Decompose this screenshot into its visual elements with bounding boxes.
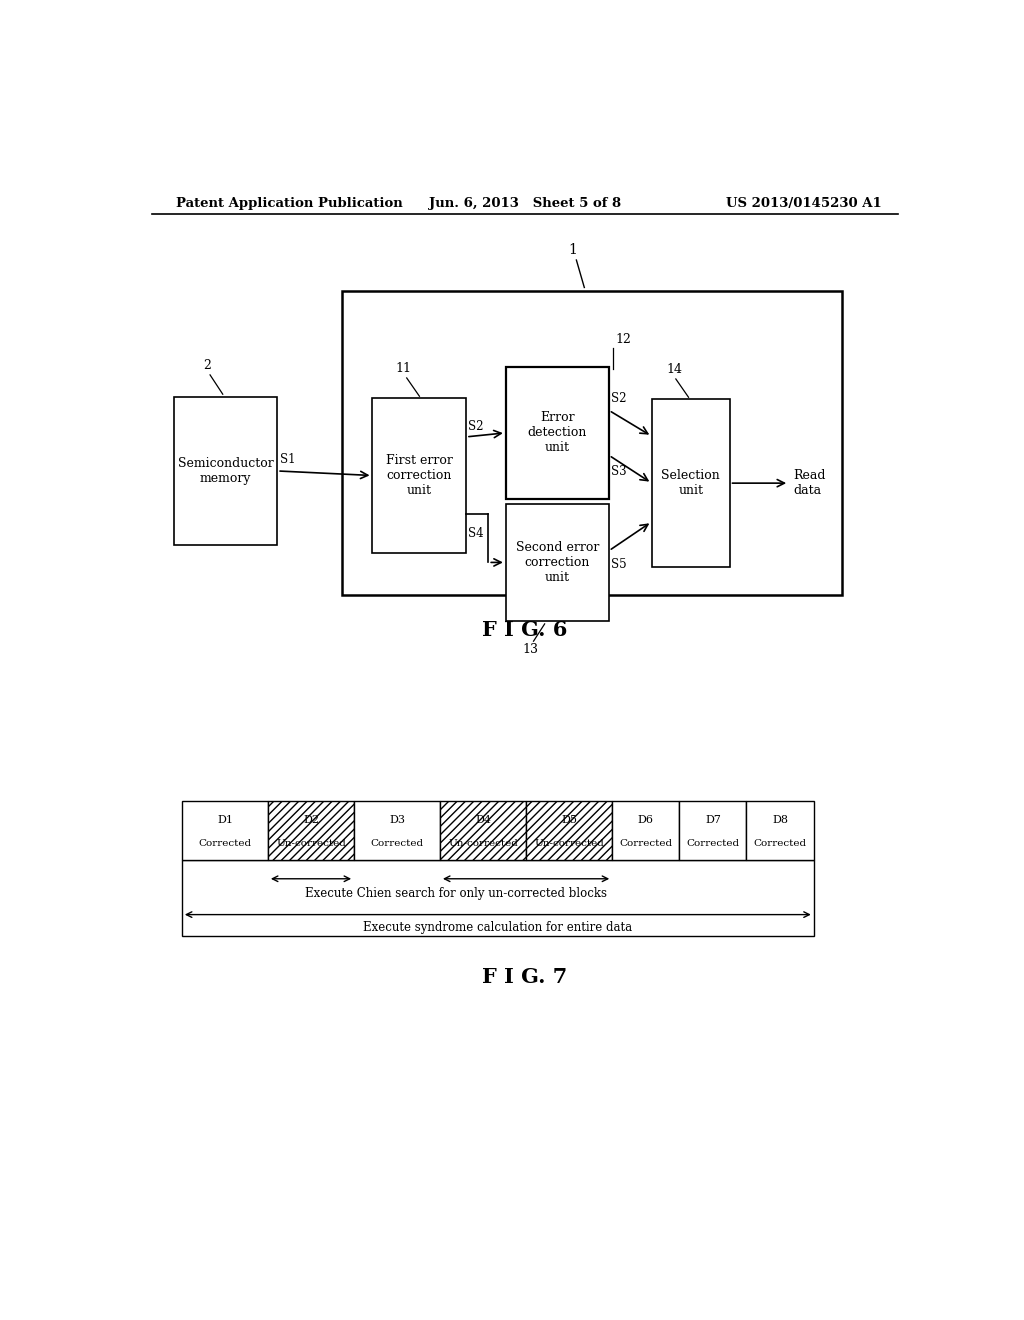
Text: First error
correction
unit: First error correction unit — [386, 454, 453, 498]
Text: D6: D6 — [638, 814, 653, 825]
Text: US 2013/0145230 A1: US 2013/0145230 A1 — [726, 197, 882, 210]
Text: Error
detection
unit: Error detection unit — [527, 412, 587, 454]
Bar — [746, 801, 814, 859]
Text: 14: 14 — [667, 363, 682, 376]
Text: Selection
unit: Selection unit — [662, 469, 720, 498]
Bar — [354, 801, 440, 859]
Text: S2: S2 — [611, 392, 627, 405]
Text: D5: D5 — [561, 814, 578, 825]
Text: S4: S4 — [468, 527, 484, 540]
Text: 2: 2 — [203, 359, 211, 372]
Bar — [182, 859, 814, 936]
Text: Semiconductor
memory: Semiconductor memory — [178, 457, 273, 484]
Bar — [268, 801, 354, 859]
Text: Read
data: Read data — [793, 469, 825, 498]
Text: D3: D3 — [389, 814, 406, 825]
Text: D8: D8 — [772, 814, 788, 825]
Bar — [440, 801, 526, 859]
Text: F I G. 6: F I G. 6 — [482, 620, 567, 640]
Bar — [342, 290, 842, 595]
Text: S5: S5 — [611, 558, 627, 572]
Text: 12: 12 — [615, 334, 631, 346]
Text: Patent Application Publication: Patent Application Publication — [176, 197, 402, 210]
Bar — [612, 801, 679, 859]
Text: Un-corrected: Un-corrected — [535, 840, 604, 849]
Bar — [373, 399, 466, 553]
Bar — [526, 801, 612, 859]
Text: Execute syndrome calculation for entire data: Execute syndrome calculation for entire … — [364, 921, 633, 933]
Text: Jun. 6, 2013   Sheet 5 of 8: Jun. 6, 2013 Sheet 5 of 8 — [429, 197, 621, 210]
Text: F I G. 7: F I G. 7 — [482, 966, 567, 986]
Bar — [506, 367, 609, 499]
Text: Execute Chien search for only un-corrected blocks: Execute Chien search for only un-correct… — [305, 887, 607, 900]
Text: D7: D7 — [705, 814, 721, 825]
Text: 11: 11 — [395, 362, 412, 375]
Bar — [268, 801, 354, 859]
Bar — [506, 504, 609, 620]
Text: 1: 1 — [568, 243, 577, 257]
Text: Corrected: Corrected — [371, 840, 424, 849]
Text: S3: S3 — [611, 465, 627, 478]
Bar — [526, 801, 612, 859]
Text: D4: D4 — [475, 814, 492, 825]
Bar — [174, 397, 278, 545]
Text: S2: S2 — [468, 420, 484, 433]
Text: D1: D1 — [217, 814, 233, 825]
Text: D2: D2 — [303, 814, 319, 825]
Text: Un-corrected: Un-corrected — [449, 840, 518, 849]
Text: Corrected: Corrected — [686, 840, 739, 849]
Text: Corrected: Corrected — [620, 840, 673, 849]
Bar — [679, 801, 746, 859]
Bar — [440, 801, 526, 859]
Text: Corrected: Corrected — [754, 840, 807, 849]
Text: Un-corrected: Un-corrected — [276, 840, 346, 849]
Text: S1: S1 — [281, 453, 296, 466]
Bar — [652, 399, 729, 568]
Text: 13: 13 — [522, 643, 539, 656]
Text: Second error
correction
unit: Second error correction unit — [516, 541, 599, 583]
Text: Corrected: Corrected — [199, 840, 252, 849]
Bar — [182, 801, 268, 859]
